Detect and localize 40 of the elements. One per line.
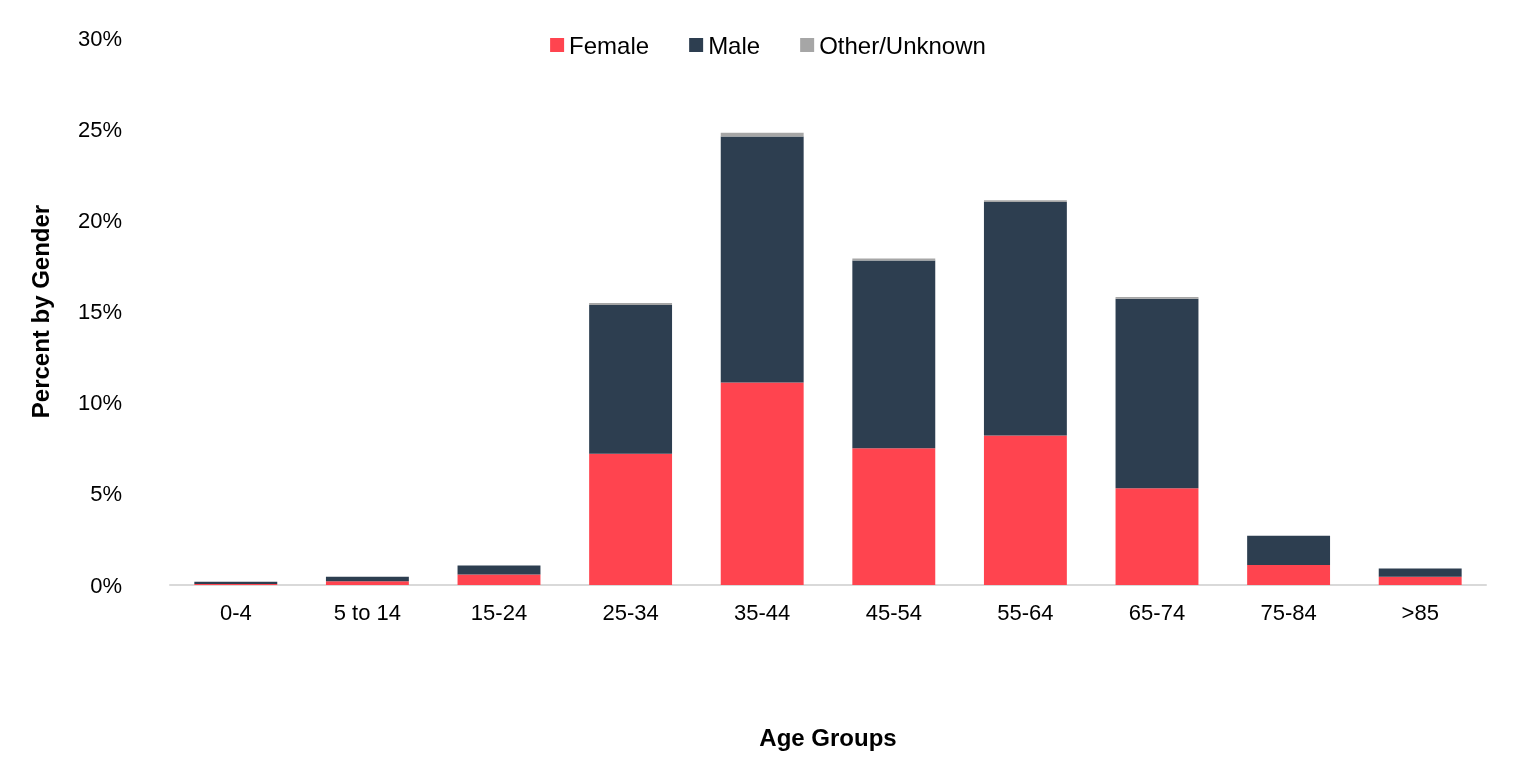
bar <box>589 453 673 585</box>
x-tick-label: 75-84 <box>1260 599 1317 625</box>
y-axis-title: Percent by Gender <box>26 204 54 419</box>
bar <box>720 382 804 585</box>
bar <box>1247 564 1331 585</box>
x-tick-label: 65-74 <box>1128 599 1186 625</box>
y-tick-label: 25% <box>77 116 122 142</box>
y-tick-label: 10% <box>77 390 122 416</box>
bar <box>457 565 541 575</box>
x-tick-label: 0-4 <box>219 599 252 625</box>
legend-label: Female <box>569 31 650 59</box>
bar <box>720 136 804 383</box>
x-tick-label: 35-44 <box>734 599 791 625</box>
y-tick-label: 0% <box>90 572 122 598</box>
legend-label: Other/Unknown <box>819 31 986 59</box>
x-tick-label: 5 to 14 <box>333 599 402 625</box>
x-tick-label: >85 <box>1401 599 1439 625</box>
bar <box>457 574 541 585</box>
y-tick-label: 20% <box>77 207 122 233</box>
x-tick-label: 25-34 <box>602 599 659 625</box>
legend-label: Male <box>708 31 761 59</box>
bar <box>1247 535 1331 565</box>
y-tick-label: 15% <box>77 299 122 324</box>
bar <box>589 302 673 306</box>
x-tick-label: 15-24 <box>470 599 528 625</box>
bar <box>1378 576 1462 585</box>
x-tick-label: 45-54 <box>865 599 922 625</box>
x-axis-title: Age Groups <box>759 723 897 751</box>
bar <box>983 435 1067 585</box>
bar <box>1115 488 1199 585</box>
bar <box>589 305 673 454</box>
y-tick-label: 5% <box>90 481 122 507</box>
bar <box>852 448 936 585</box>
bar <box>325 581 409 585</box>
bar <box>852 260 936 449</box>
y-tick-label: 30% <box>77 25 122 51</box>
bar <box>1115 298 1199 489</box>
x-tick-label: 55-64 <box>997 599 1054 625</box>
bar <box>1378 568 1462 577</box>
bar <box>983 202 1067 436</box>
